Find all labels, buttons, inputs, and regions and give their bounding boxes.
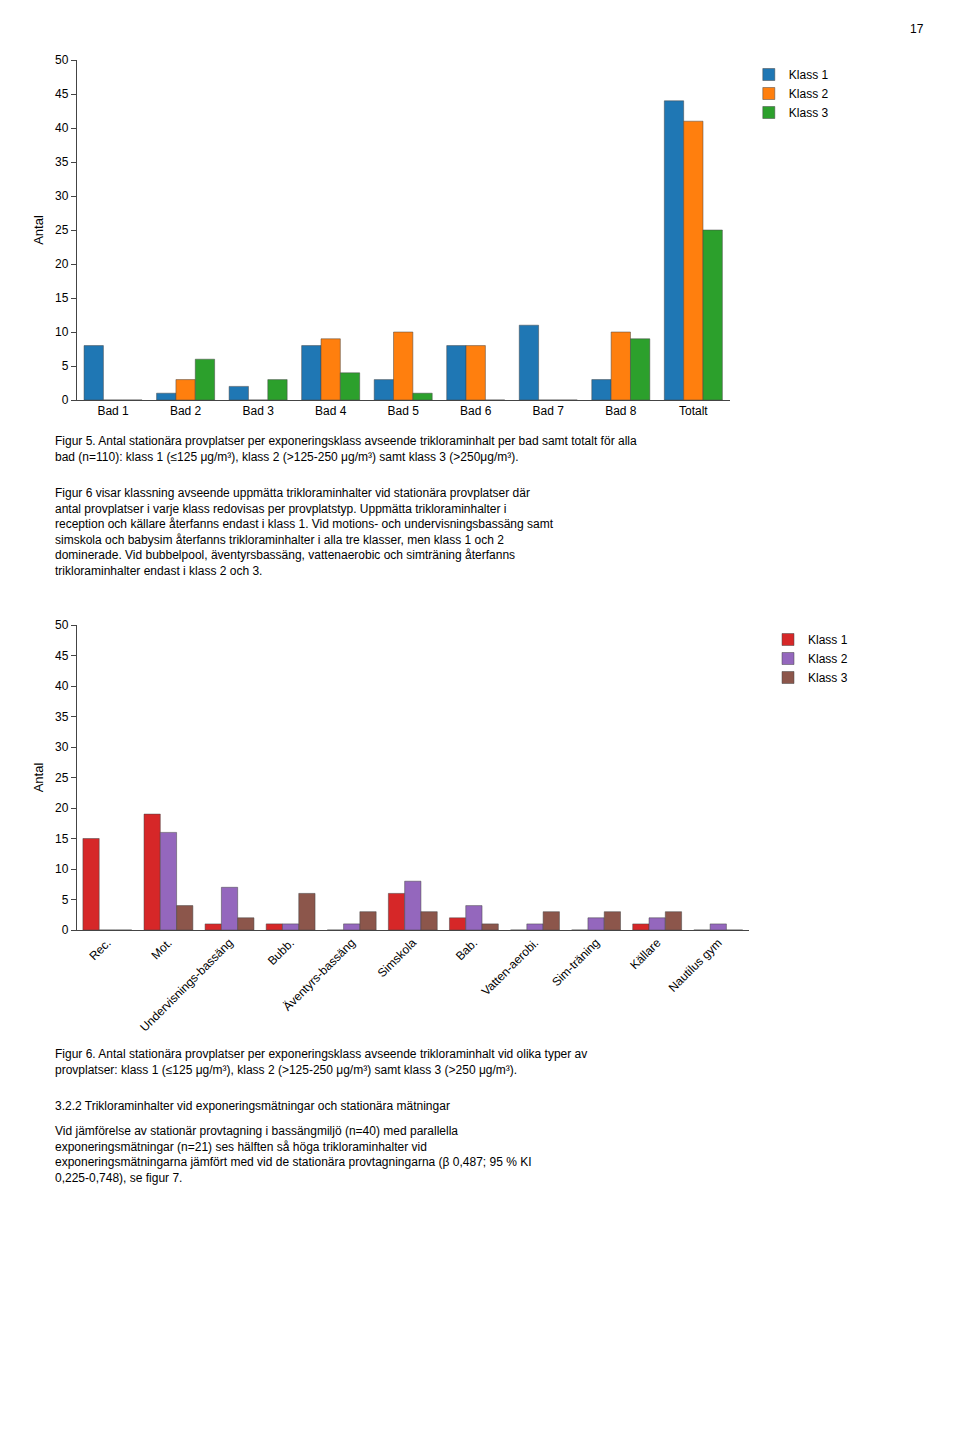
svg-text:35: 35 <box>55 155 69 169</box>
svg-text:Antal: Antal <box>31 763 46 793</box>
svg-text:45: 45 <box>55 87 69 101</box>
svg-text:Mot.: Mot. <box>148 936 174 962</box>
svg-text:Bad 8: Bad 8 <box>605 404 637 418</box>
svg-text:Vatten-aerobi.: Vatten-aerobi. <box>479 936 542 999</box>
svg-text:40: 40 <box>55 121 69 135</box>
svg-text:Klass 3: Klass 3 <box>789 106 829 120</box>
svg-text:Rec.: Rec. <box>86 936 113 963</box>
svg-text:3.2.2 Trikloraminhalter vid ex: 3.2.2 Trikloraminhalter vid exponeringsm… <box>55 1099 450 1113</box>
svg-text:20: 20 <box>55 801 69 815</box>
svg-text:Sim-träning: Sim-träning <box>549 936 602 989</box>
svg-text:10: 10 <box>55 862 69 876</box>
svg-text:40: 40 <box>55 679 69 693</box>
svg-text:Antal: Antal <box>31 215 46 245</box>
svg-text:Vid jämförelse av stationär pr: Vid jämförelse av stationär provtagning … <box>55 1124 532 1185</box>
svg-text:Bad 4: Bad 4 <box>315 404 347 418</box>
svg-text:17: 17 <box>910 22 924 36</box>
svg-text:Bad 3: Bad 3 <box>242 404 274 418</box>
svg-text:Undervisnings-bassäng: Undervisnings-bassäng <box>137 936 236 1035</box>
svg-text:35: 35 <box>55 710 69 724</box>
svg-text:25: 25 <box>55 223 69 237</box>
svg-text:Figur 5. Antal stationära prov: Figur 5. Antal stationära provplatser pe… <box>55 434 637 464</box>
svg-text:0: 0 <box>62 923 69 937</box>
svg-text:Nautilus gym: Nautilus gym <box>666 936 725 995</box>
svg-text:Klass 1: Klass 1 <box>789 68 829 82</box>
svg-text:50: 50 <box>55 618 69 632</box>
svg-text:45: 45 <box>55 649 69 663</box>
svg-text:50: 50 <box>55 53 69 67</box>
svg-text:5: 5 <box>62 359 69 373</box>
svg-text:Äventyrs-bassäng: Äventyrs-bassäng <box>280 936 358 1014</box>
svg-text:Bad 7: Bad 7 <box>533 404 565 418</box>
svg-text:Klass 3: Klass 3 <box>808 671 848 685</box>
svg-text:10: 10 <box>55 325 69 339</box>
svg-text:Bad 5: Bad 5 <box>388 404 420 418</box>
svg-text:20: 20 <box>55 257 69 271</box>
svg-text:30: 30 <box>55 189 69 203</box>
svg-text:Figur 6. Antal stationära prov: Figur 6. Antal stationära provplatser pe… <box>55 1047 587 1077</box>
svg-text:Bubb.: Bubb. <box>265 936 297 968</box>
svg-text:30: 30 <box>55 740 69 754</box>
svg-text:Klass 1: Klass 1 <box>808 633 848 647</box>
svg-text:Klass 2: Klass 2 <box>789 87 829 101</box>
svg-text:Klass 2: Klass 2 <box>808 652 848 666</box>
svg-text:0: 0 <box>62 393 69 407</box>
svg-text:Bad 6: Bad 6 <box>460 404 492 418</box>
svg-text:Bad 2: Bad 2 <box>170 404 202 418</box>
svg-text:Källare: Källare <box>627 936 664 973</box>
svg-text:Simskola: Simskola <box>375 936 420 981</box>
svg-text:Figur 6 visar klassning avseen: Figur 6 visar klassning avseende uppmätt… <box>55 486 554 578</box>
svg-text:25: 25 <box>55 771 69 785</box>
svg-text:Totalt: Totalt <box>679 404 708 418</box>
svg-text:Bab.: Bab. <box>453 936 480 963</box>
svg-text:5: 5 <box>62 893 69 907</box>
svg-text:15: 15 <box>55 291 69 305</box>
svg-text:Bad 1: Bad 1 <box>97 404 129 418</box>
svg-text:15: 15 <box>55 832 69 846</box>
